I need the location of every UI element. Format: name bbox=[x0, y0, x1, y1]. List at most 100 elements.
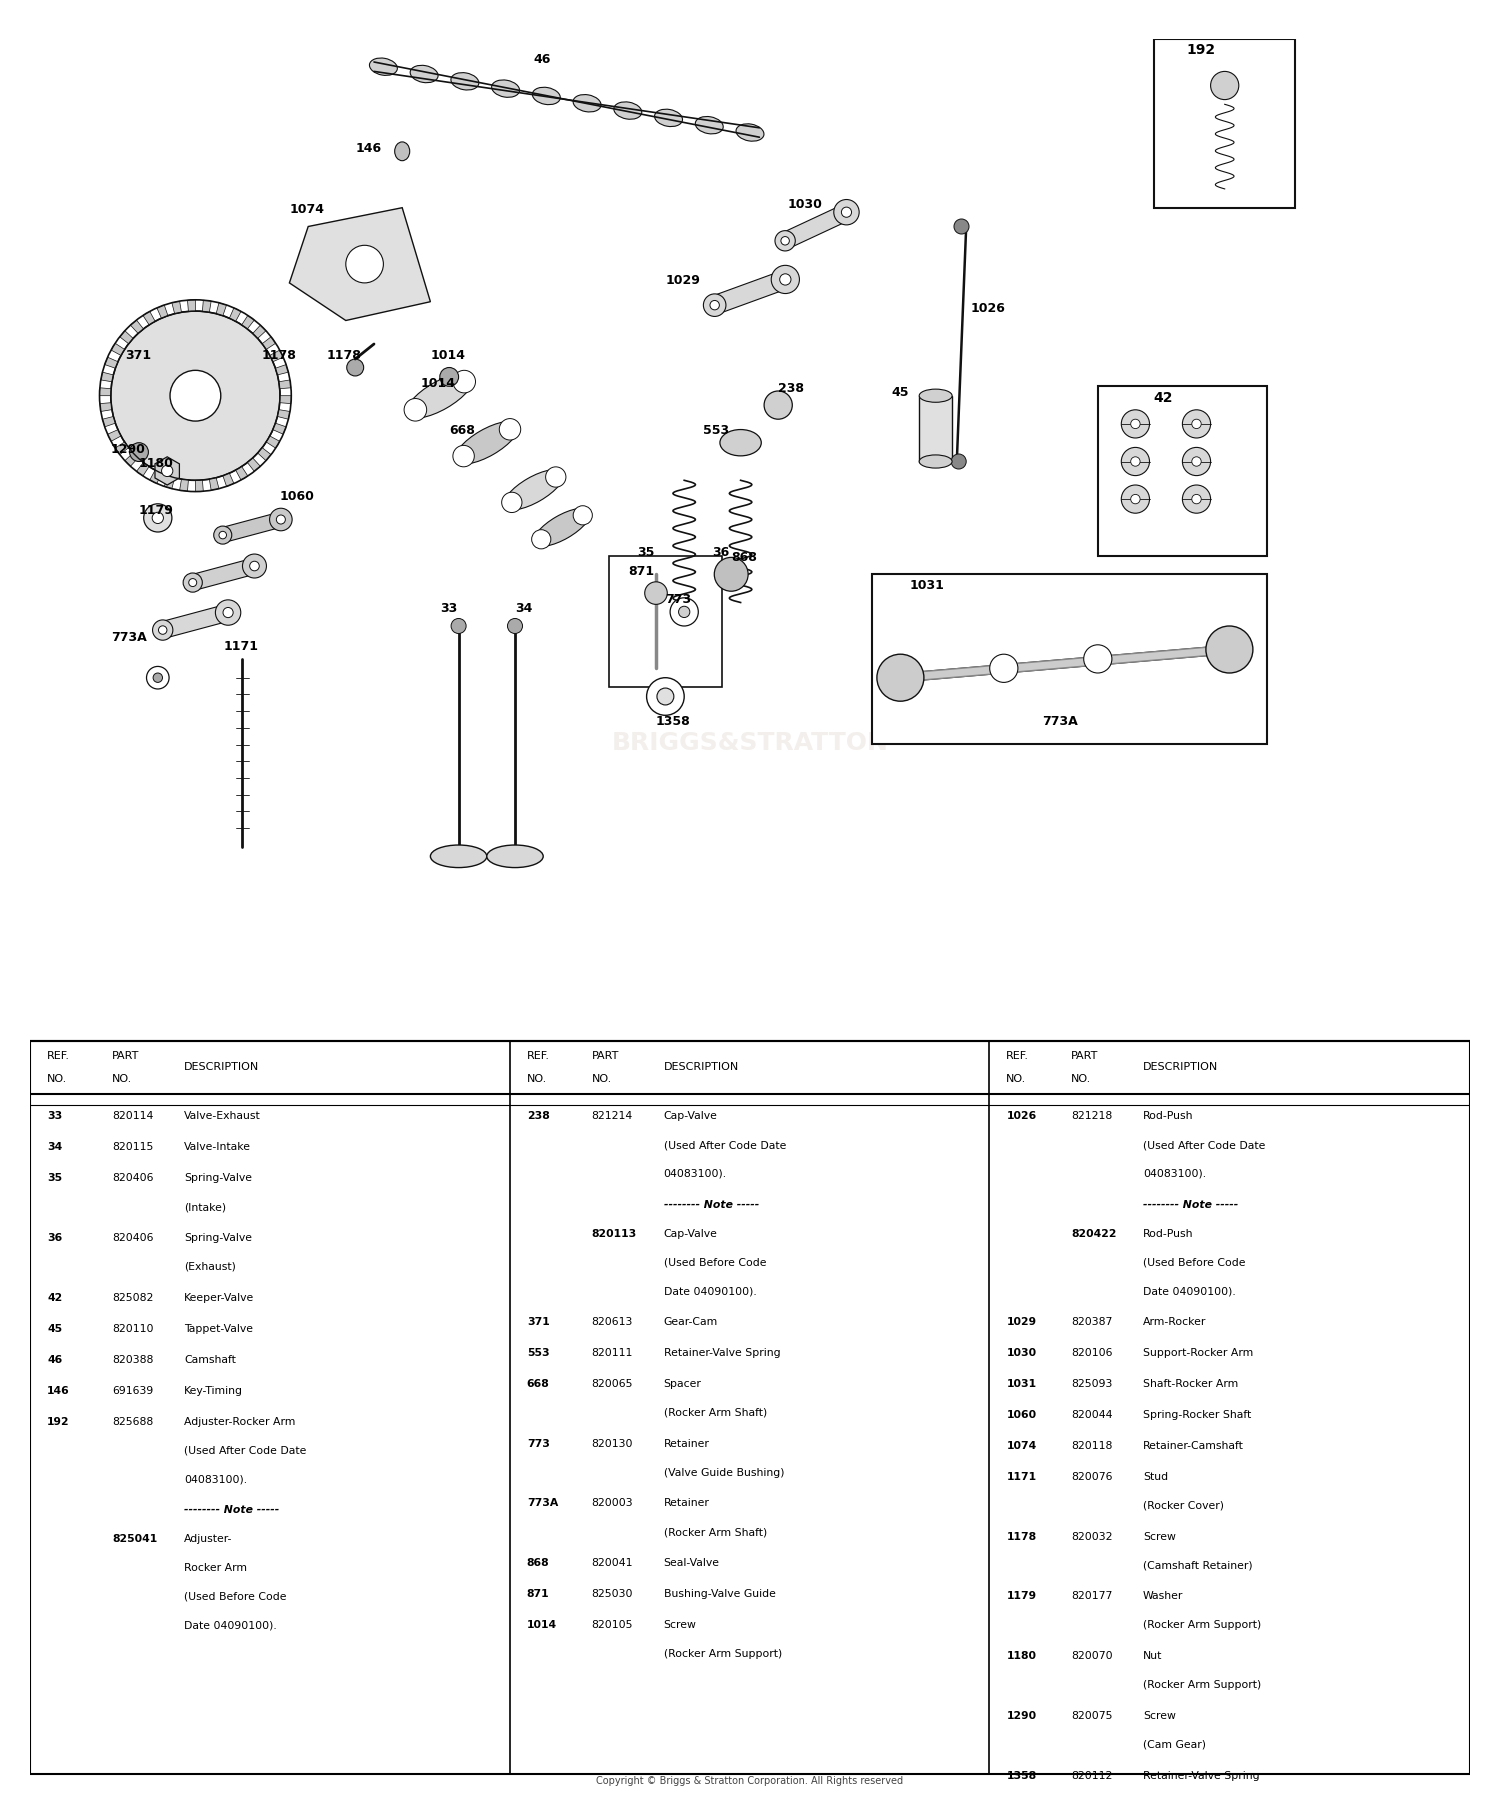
Text: 668: 668 bbox=[448, 425, 476, 437]
Polygon shape bbox=[99, 387, 111, 396]
Circle shape bbox=[440, 367, 459, 387]
Circle shape bbox=[224, 607, 232, 617]
Text: 1030: 1030 bbox=[788, 198, 822, 211]
Text: 868: 868 bbox=[526, 1559, 549, 1568]
Text: 668: 668 bbox=[526, 1379, 549, 1390]
Text: 1358: 1358 bbox=[1007, 1771, 1036, 1780]
Text: (Rocker Arm Support): (Rocker Arm Support) bbox=[1143, 1620, 1262, 1631]
Text: 1074: 1074 bbox=[290, 203, 324, 216]
Circle shape bbox=[129, 443, 149, 461]
Text: 825688: 825688 bbox=[112, 1417, 153, 1427]
Text: Cap-Valve: Cap-Valve bbox=[663, 1111, 717, 1121]
Ellipse shape bbox=[920, 455, 952, 468]
Text: Spacer: Spacer bbox=[663, 1379, 702, 1390]
Text: (Valve Guide Bushing): (Valve Guide Bushing) bbox=[663, 1467, 784, 1478]
Text: 1029: 1029 bbox=[666, 274, 700, 286]
Circle shape bbox=[645, 581, 668, 605]
Circle shape bbox=[147, 666, 170, 689]
Text: Stud: Stud bbox=[1143, 1472, 1168, 1481]
Text: 1014: 1014 bbox=[430, 349, 465, 362]
Circle shape bbox=[1210, 72, 1239, 99]
Text: 1014: 1014 bbox=[526, 1620, 556, 1631]
Circle shape bbox=[954, 220, 969, 234]
Text: -------- Note -----: -------- Note ----- bbox=[1143, 1201, 1239, 1210]
Polygon shape bbox=[236, 466, 248, 481]
Text: 238: 238 bbox=[778, 382, 804, 394]
Text: Date 04090100).: Date 04090100). bbox=[663, 1285, 756, 1296]
Text: 192: 192 bbox=[1186, 43, 1216, 58]
Circle shape bbox=[159, 626, 166, 634]
Circle shape bbox=[657, 688, 674, 706]
Text: 553: 553 bbox=[704, 425, 729, 437]
Text: Adjuster-Rocker Arm: Adjuster-Rocker Arm bbox=[184, 1417, 296, 1427]
Text: 04083100).: 04083100). bbox=[1143, 1168, 1206, 1179]
Polygon shape bbox=[100, 373, 114, 382]
Text: Tappet-Valve: Tappet-Valve bbox=[184, 1323, 254, 1334]
Polygon shape bbox=[188, 301, 195, 311]
Polygon shape bbox=[248, 457, 261, 472]
Circle shape bbox=[678, 607, 690, 617]
Text: 820110: 820110 bbox=[112, 1323, 153, 1334]
Text: Rod-Push: Rod-Push bbox=[1143, 1229, 1194, 1238]
Text: Spring-Rocker Shaft: Spring-Rocker Shaft bbox=[1143, 1409, 1251, 1420]
Polygon shape bbox=[711, 270, 789, 313]
Text: (Used After Code Date: (Used After Code Date bbox=[663, 1139, 786, 1150]
Text: 1179: 1179 bbox=[140, 504, 174, 517]
Polygon shape bbox=[279, 396, 291, 403]
Circle shape bbox=[710, 301, 720, 310]
Text: Nut: Nut bbox=[1143, 1651, 1162, 1661]
Circle shape bbox=[152, 513, 164, 524]
Text: 371: 371 bbox=[526, 1318, 549, 1327]
Circle shape bbox=[780, 274, 790, 284]
Circle shape bbox=[646, 679, 684, 715]
Circle shape bbox=[1131, 495, 1140, 504]
Text: Retainer-Valve Spring: Retainer-Valve Spring bbox=[663, 1348, 780, 1357]
Text: REF.: REF. bbox=[526, 1051, 550, 1060]
Text: REF.: REF. bbox=[1007, 1051, 1029, 1060]
Text: -------- Note -----: -------- Note ----- bbox=[184, 1505, 279, 1516]
Text: 820032: 820032 bbox=[1071, 1532, 1113, 1543]
Polygon shape bbox=[111, 344, 125, 355]
Text: Rod-Push: Rod-Push bbox=[1143, 1111, 1194, 1121]
Polygon shape bbox=[190, 558, 256, 590]
Text: 1171: 1171 bbox=[1007, 1472, 1036, 1481]
Circle shape bbox=[1131, 457, 1140, 466]
Polygon shape bbox=[276, 365, 288, 374]
Text: 820114: 820114 bbox=[112, 1111, 153, 1121]
Text: (Camshaft Retainer): (Camshaft Retainer) bbox=[1143, 1561, 1252, 1570]
Text: 820044: 820044 bbox=[1071, 1409, 1113, 1420]
Text: 820130: 820130 bbox=[591, 1438, 633, 1449]
Text: 42: 42 bbox=[48, 1292, 63, 1303]
Circle shape bbox=[531, 529, 550, 549]
Circle shape bbox=[573, 506, 592, 526]
Ellipse shape bbox=[410, 65, 438, 83]
Polygon shape bbox=[116, 443, 129, 455]
Polygon shape bbox=[262, 337, 276, 349]
Text: Copyright © Briggs & Stratton Corporation. All Rights reserved: Copyright © Briggs & Stratton Corporatio… bbox=[597, 1775, 903, 1786]
Text: 146: 146 bbox=[48, 1386, 70, 1395]
Text: 825093: 825093 bbox=[1071, 1379, 1113, 1390]
Circle shape bbox=[771, 265, 800, 293]
Text: 146: 146 bbox=[356, 142, 381, 155]
Circle shape bbox=[1182, 484, 1210, 513]
Circle shape bbox=[782, 236, 789, 245]
Circle shape bbox=[500, 419, 520, 439]
Text: NO.: NO. bbox=[526, 1073, 548, 1084]
Circle shape bbox=[346, 245, 384, 283]
Ellipse shape bbox=[614, 103, 642, 119]
Ellipse shape bbox=[696, 117, 723, 133]
Circle shape bbox=[1122, 410, 1149, 437]
Polygon shape bbox=[172, 301, 182, 313]
Text: 820422: 820422 bbox=[1071, 1229, 1116, 1238]
Text: -------- Note -----: -------- Note ----- bbox=[663, 1201, 759, 1210]
Text: 773A: 773A bbox=[526, 1498, 558, 1508]
Circle shape bbox=[704, 293, 726, 317]
Text: 773: 773 bbox=[526, 1438, 549, 1449]
Text: 238: 238 bbox=[526, 1111, 549, 1121]
Ellipse shape bbox=[654, 110, 682, 126]
Text: Date 04090100).: Date 04090100). bbox=[1143, 1285, 1236, 1296]
Text: 773: 773 bbox=[666, 592, 692, 607]
Text: 820387: 820387 bbox=[1071, 1318, 1113, 1327]
Circle shape bbox=[951, 454, 966, 470]
Text: 45: 45 bbox=[891, 387, 909, 400]
